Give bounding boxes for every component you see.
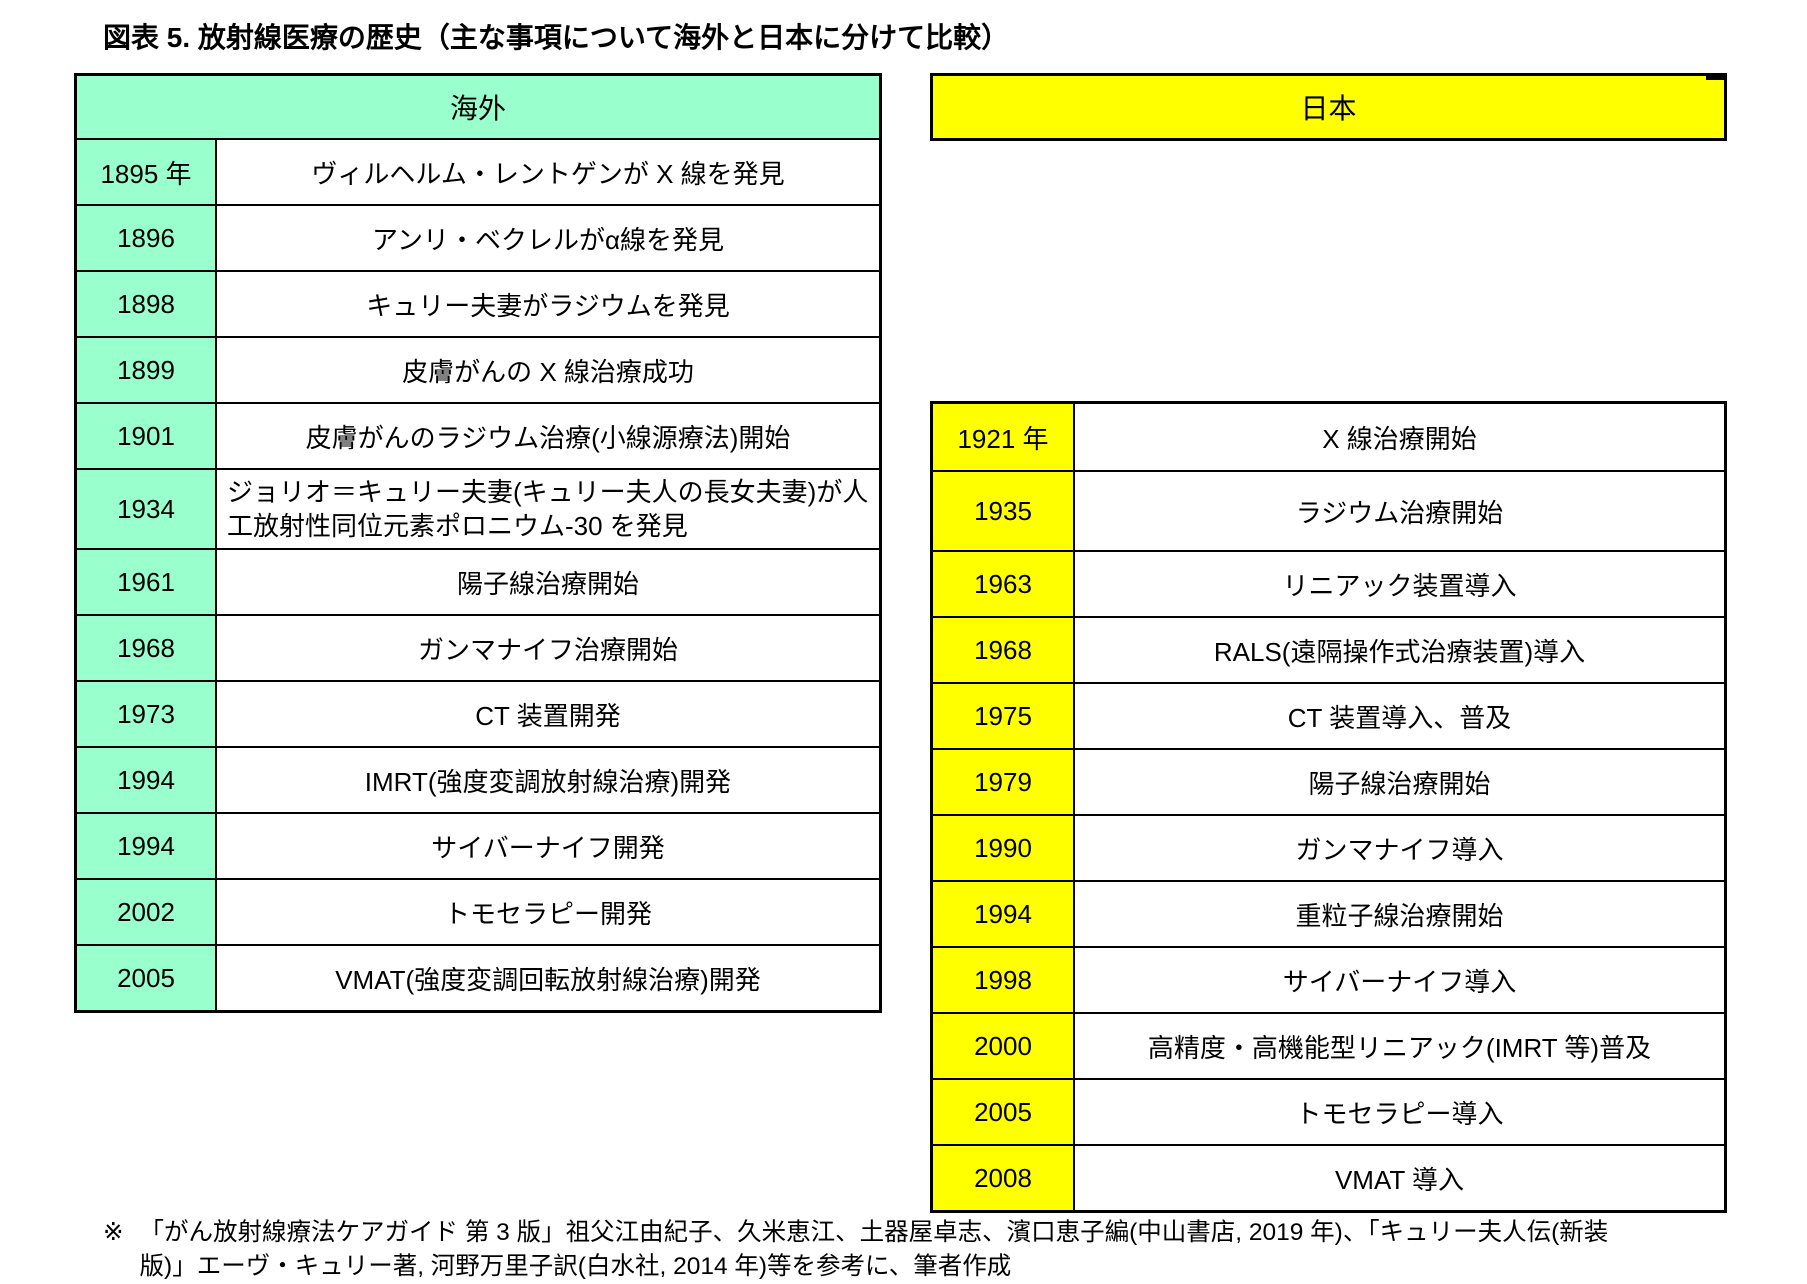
header-corner-mark xyxy=(1706,75,1724,80)
table-row: 1921 年 X 線治療開始 xyxy=(933,404,1724,470)
event-cell: サイバーナイフ開発 xyxy=(431,832,665,863)
year-cell: 1895 年 xyxy=(77,140,217,204)
table-row: 1935 ラジウム治療開始 xyxy=(933,470,1724,550)
event-cell: X 線治療開始 xyxy=(1322,423,1477,454)
overseas-header-row: 海外 xyxy=(77,76,879,138)
table-row: 1973 CT 装置開発 xyxy=(77,680,879,746)
event-cell: 高精度・高機能型リニアック(IMRT 等)普及 xyxy=(1147,1032,1652,1063)
year-cell: 2008 xyxy=(933,1146,1075,1210)
overseas-table: 海外 1895 年 ヴィルヘルム・レントゲンが X 線を発見 1896 アンリ・… xyxy=(74,73,882,1013)
year-cell: 1898 xyxy=(77,272,217,336)
year-cell: 1990 xyxy=(933,816,1075,880)
year-cell: 1994 xyxy=(77,748,217,812)
event-cell: サイバーナイフ導入 xyxy=(1282,966,1517,997)
year-cell: 1979 xyxy=(933,750,1075,814)
footnote-marker: ※ xyxy=(103,1219,124,1246)
year-cell: 1994 xyxy=(933,882,1075,946)
table-row: 1994 サイバーナイフ開発 xyxy=(77,812,879,878)
table-row: 1998 サイバーナイフ導入 xyxy=(933,946,1724,1012)
table-row: 2005 VMAT(強度変調回転放射線治療)開発 xyxy=(77,944,879,1010)
table-row: 1899 皮膚がんの X 線治療成功 xyxy=(77,336,879,402)
event-cell: ジョリオ＝キュリー夫妻(キュリー夫人の長女夫妻)が人工放射性同位元素ポロニウム-… xyxy=(227,476,869,541)
japan-header: 日本 xyxy=(933,76,1724,138)
overseas-header: 海外 xyxy=(77,76,879,138)
table-row: 1990 ガンマナイフ導入 xyxy=(933,814,1724,880)
event-cell: トモセラピー導入 xyxy=(1295,1098,1504,1129)
year-cell: 2000 xyxy=(933,1014,1075,1078)
event-cell: VMAT(強度変調回転放射線治療)開発 xyxy=(335,964,761,995)
year-cell: 1961 xyxy=(77,550,217,614)
year-cell: 1921 年 xyxy=(933,404,1075,470)
year-cell: 1963 xyxy=(933,552,1075,616)
japan-header-row: 日本 xyxy=(933,76,1724,138)
table-row: 1896 アンリ・ベクレルがα線を発見 xyxy=(77,204,879,270)
table-row: 1934 ジョリオ＝キュリー夫妻(キュリー夫人の長女夫妻)が人工放射性同位元素ポ… xyxy=(77,468,879,548)
table-row: 1994 IMRT(強度変調放射線治療)開発 xyxy=(77,746,879,812)
event-cell: ヴィルヘルム・レントゲンが X 線を発見 xyxy=(311,158,785,189)
event-cell: 重粒子線治療開始 xyxy=(1295,900,1504,931)
footnote-text: 「がん放射線療法ケアガイド 第 3 版」祖父江由紀子、久米恵江、土器屋卓志、濱口… xyxy=(140,1216,1798,1284)
footnote-line-1: 「がん放射線療法ケアガイド 第 3 版」祖父江由紀子、久米恵江、土器屋卓志、濱口… xyxy=(139,1219,1609,1246)
table-row: 1975 CT 装置導入、普及 xyxy=(933,682,1724,748)
year-cell: 1901 xyxy=(77,404,217,468)
footnote: ※ 「がん放射線療法ケアガイド 第 3 版」祖父江由紀子、久米恵江、土器屋卓志、… xyxy=(103,1216,1798,1284)
year-cell: 2005 xyxy=(77,946,217,1010)
table-row: 1968 RALS(遠隔操作式治療装置)導入 xyxy=(933,616,1724,682)
event-cell: VMAT 導入 xyxy=(1334,1164,1465,1195)
table-row: 1895 年 ヴィルヘルム・レントゲンが X 線を発見 xyxy=(77,138,879,204)
event-cell: キュリー夫妻がラジウムを発見 xyxy=(366,290,730,321)
year-cell: 1998 xyxy=(933,948,1075,1012)
year-cell: 1935 xyxy=(933,472,1075,550)
year-cell: 1968 xyxy=(77,616,217,680)
event-cell: ガンマナイフ導入 xyxy=(1295,834,1504,865)
table-row: 1961 陽子線治療開始 xyxy=(77,548,879,614)
event-cell: 陽子線治療開始 xyxy=(1308,768,1491,799)
year-cell: 1975 xyxy=(933,684,1075,748)
year-cell: 1973 xyxy=(77,682,217,746)
table-row: 1994 重粒子線治療開始 xyxy=(933,880,1724,946)
event-cell: RALS(遠隔操作式治療装置)導入 xyxy=(1213,636,1586,667)
event-cell: CT 装置導入、普及 xyxy=(1287,702,1512,733)
year-cell: 1934 xyxy=(77,470,217,548)
footnote-line-2: 版)」エーヴ・キュリー著, 河野万里子訳(白水社, 2014 年)等を参考に、筆… xyxy=(139,1253,1012,1280)
event-cell: トモセラピー開発 xyxy=(443,898,652,929)
japan-header-box: 日本 xyxy=(930,73,1727,141)
event-cell: IMRT(強度変調放射線治療)開発 xyxy=(364,766,732,797)
table-row: 1898 キュリー夫妻がラジウムを発見 xyxy=(77,270,879,336)
event-cell: CT 装置開発 xyxy=(475,700,621,731)
japan-table: 1921 年 X 線治療開始 1935 ラジウム治療開始 1963 リニアック装… xyxy=(930,401,1727,1213)
table-row: 1968 ガンマナイフ治療開始 xyxy=(77,614,879,680)
table-row: 1901 皮膚がんのラジウム治療(小線源療法)開始 xyxy=(77,402,879,468)
year-cell: 1896 xyxy=(77,206,217,270)
year-cell: 2005 xyxy=(933,1080,1075,1144)
table-row: 2005 トモセラピー導入 xyxy=(933,1078,1724,1144)
table-row: 2000 高精度・高機能型リニアック(IMRT 等)普及 xyxy=(933,1012,1724,1078)
year-cell: 2002 xyxy=(77,880,217,944)
page-title: 図表 5. 放射線医療の歴史（主な事項について海外と日本に分けて比較） xyxy=(103,22,1010,53)
year-cell: 1994 xyxy=(77,814,217,878)
table-row: 2008 VMAT 導入 xyxy=(933,1144,1724,1210)
event-cell: 陽子線治療開始 xyxy=(456,568,639,599)
table-row: 1963 リニアック装置導入 xyxy=(933,550,1724,616)
event-cell: 皮膚がんのラジウム治療(小線源療法)開始 xyxy=(305,422,791,453)
event-cell: 皮膚がんの X 線治療成功 xyxy=(402,356,694,387)
table-row: 1979 陽子線治療開始 xyxy=(933,748,1724,814)
event-cell: アンリ・ベクレルがα線を発見 xyxy=(372,224,724,255)
event-cell: リニアック装置導入 xyxy=(1282,570,1517,601)
event-cell: ガンマナイフ治療開始 xyxy=(417,634,678,665)
table-row: 2002 トモセラピー開発 xyxy=(77,878,879,944)
year-cell: 1968 xyxy=(933,618,1075,682)
year-cell: 1899 xyxy=(77,338,217,402)
event-cell: ラジウム治療開始 xyxy=(1295,497,1504,528)
